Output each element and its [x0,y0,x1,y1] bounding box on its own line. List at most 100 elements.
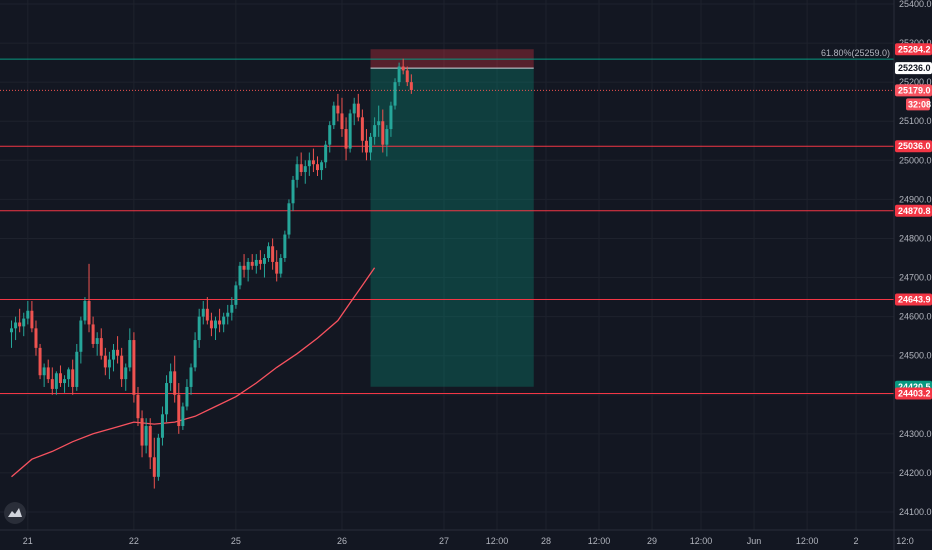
take-profit-zone [370,68,534,387]
candles [10,58,413,489]
candle [38,343,42,380]
candle-body [311,160,315,165]
position-tool[interactable] [370,49,534,387]
candle-body [271,246,275,262]
candle [405,66,409,87]
candle [364,129,368,161]
time-tick-label: Jun [747,536,762,546]
candle-body [103,355,107,368]
candle-body [405,70,409,83]
candle [344,117,348,161]
countdown-text: 32:08 [908,99,931,109]
time-tick-label: 2 [854,536,859,546]
candle-body [120,355,124,380]
price-tick-label: 24500.0 [899,351,932,361]
candle-body [328,125,332,145]
moving-average [11,267,376,478]
candle [230,297,234,321]
price-badge-bg [895,387,932,400]
candle-body [30,310,34,329]
candle-body [181,406,185,427]
candle [291,175,295,212]
candle [307,152,311,176]
price-tick-label: 24900.0 [899,194,932,204]
candle-body [173,371,177,395]
candle [340,97,344,137]
price-badge: 25236.0 [895,62,932,75]
price-badge-bg [895,43,932,56]
candle-body [214,320,217,329]
time-tick-label: 26 [337,536,347,546]
candle-body [177,394,181,427]
time-tick-label: 21 [23,536,33,546]
candle [30,300,34,333]
candle [75,343,79,391]
candle-body [364,140,368,153]
candle [299,152,303,176]
candle-body [87,300,91,325]
candle [356,93,360,122]
candle [373,117,377,145]
price-badge: 25179.0 [895,84,932,97]
candle-body [165,383,169,415]
candle [58,365,62,387]
candle [360,109,364,153]
time-tick-label: 29 [647,536,657,546]
price-badges: 25284.2 25236.0 25179.0 25036.0 24870.8 24643… [895,43,932,400]
candle-body [246,261,250,270]
price-badge-bg [895,140,932,153]
candle [124,363,128,391]
price-badge: 25284.2 [895,43,932,56]
price-badge-text: 25236.0 [898,63,931,73]
candle [226,304,230,325]
price-badge-text: 25036.0 [898,141,931,151]
candle-body [401,66,405,71]
candle [303,160,307,184]
candle [95,332,99,356]
time-tick-label: 22 [129,536,139,546]
candle [218,308,222,333]
price-badge: 24403.2 [895,387,932,400]
candle-body [360,117,364,141]
candle-body [381,121,385,145]
candle-body [75,351,79,387]
candle-body [275,261,279,274]
candle-body [197,316,201,341]
candle [271,238,275,270]
candle [42,363,46,387]
candle [328,121,332,153]
candle [144,418,148,454]
price-tick-label: 24600.0 [899,312,932,322]
candle [311,148,315,173]
candle-body [50,379,54,389]
candle-body [107,359,111,368]
candle-body [344,129,348,149]
candle-body [193,340,197,368]
candle-body [262,258,266,264]
candle [254,254,258,274]
candle-body [140,418,144,446]
price-badge-bg [895,204,932,217]
candle-body [283,234,287,258]
price-tick-label: 24100.0 [899,507,932,517]
candle [238,261,242,290]
candle-body [340,113,344,130]
candle [99,328,103,360]
price-badge-bg [895,84,932,97]
candle [397,62,401,87]
tradingview-logo-icon[interactable] [4,502,26,524]
price-badge: 24870.8 [895,204,932,217]
candle [348,109,352,153]
candle-body [295,164,299,180]
price-tick-label: 25300.0 [899,38,932,48]
price-badge-text: 24420.5 [898,382,931,392]
candle-body [209,320,213,329]
candle [120,347,124,387]
candle-body [303,166,307,173]
candle [128,328,132,372]
candle-body [356,103,360,118]
price-tick-label: 25000.0 [899,155,932,165]
candle [279,254,283,278]
